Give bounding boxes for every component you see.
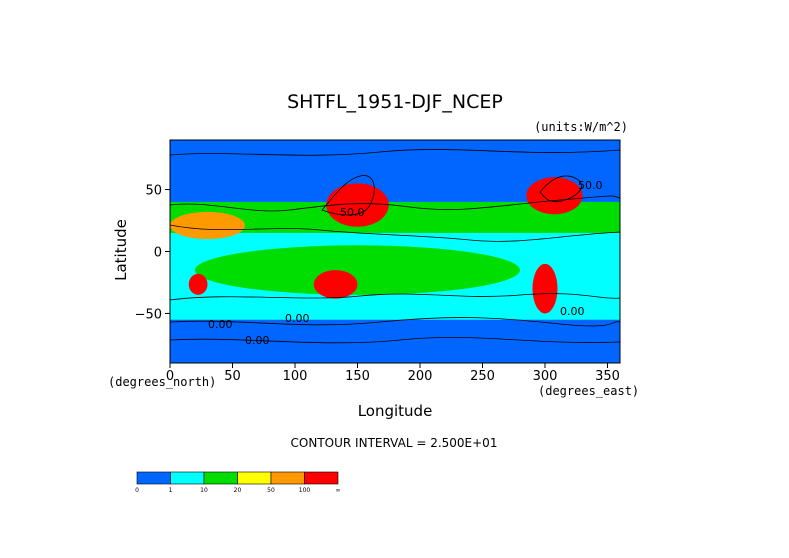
colorbar-swatch — [237, 471, 272, 485]
contour-label: 0.00 — [245, 334, 270, 347]
colorbar-swatch — [170, 471, 205, 485]
x-tick-label: 300 — [533, 369, 558, 384]
y-axis: 50 0 −50 — [135, 184, 170, 322]
contour-line — [170, 149, 620, 156]
contour-label: 50.0 — [340, 206, 365, 219]
heatmap-region-southern-africa — [188, 273, 208, 295]
plot-area: 50.0 50.0 0.00 0.00 0.00 0.00 — [170, 140, 620, 363]
x-tick-label: 200 — [408, 369, 433, 384]
y-unit-label: (degrees_north) — [108, 375, 216, 389]
contour-line — [170, 317, 620, 327]
heatmap-region-tropical-green-patches — [195, 245, 520, 295]
contour-label: 0.00 — [208, 318, 233, 331]
contour-lines — [170, 149, 620, 344]
contour-line — [170, 293, 620, 301]
colorbar-label: ∞ — [336, 487, 341, 494]
heatmap-region-north-africa-arabia — [170, 211, 245, 240]
y-tick-label: −50 — [135, 307, 162, 322]
x-axis: 0 50 100 150 200 250 300 350 — [166, 363, 620, 384]
colorbar-swatch — [270, 471, 305, 485]
units-label: (units:W/m^2) — [534, 120, 628, 134]
colorbar: 0 1 10 20 50 100 ∞ — [135, 471, 341, 494]
contour-interval-text: CONTOUR INTERVAL = 2.500E+01 — [291, 436, 498, 450]
y-tick-label: 50 — [145, 184, 162, 199]
contour-line — [321, 175, 375, 216]
x-unit-label: (degrees_east) — [538, 384, 639, 398]
x-tick-label: 350 — [595, 369, 620, 384]
contour-label: 0.00 — [560, 305, 585, 318]
y-tick-label: 0 — [154, 246, 162, 261]
contour-labels: 50.0 50.0 0.00 0.00 0.00 0.00 — [208, 179, 603, 347]
y-axis-label: Latitude — [112, 219, 130, 281]
heatmap-region-australia — [313, 270, 358, 299]
colorbar-label: 10 — [200, 487, 208, 494]
contour-line — [170, 195, 620, 212]
x-tick-label: 150 — [345, 369, 370, 384]
x-tick-label: 50 — [224, 369, 241, 384]
x-axis-label: Longitude — [358, 402, 433, 420]
heatmap-region-kuroshio — [326, 183, 389, 227]
contour-line — [539, 175, 582, 203]
heatmap-regions — [170, 140, 620, 363]
colorbar-swatch — [304, 471, 339, 485]
contour-label: 0.00 — [285, 312, 310, 325]
contour-line — [170, 336, 620, 344]
x-tick-label: 0 — [166, 369, 174, 384]
contour-line — [170, 224, 620, 242]
chart-title: SHTFL_1951-DJF_NCEP — [287, 91, 503, 113]
colorbar-label: 1 — [169, 487, 173, 494]
heatmap-region-gulf-stream — [526, 177, 583, 215]
colorbar-label: 100 — [299, 487, 311, 494]
colorbar-label: 20 — [234, 487, 242, 494]
colorbar-swatch — [136, 471, 171, 485]
contour-label: 50.0 — [578, 179, 603, 192]
x-tick-label: 250 — [470, 369, 495, 384]
colorbar-label: 50 — [267, 487, 275, 494]
colorbar-swatch — [203, 471, 238, 485]
heatmap-region-south-america — [532, 263, 558, 314]
colorbar-label: 0 — [135, 487, 139, 494]
x-tick-label: 100 — [283, 369, 308, 384]
